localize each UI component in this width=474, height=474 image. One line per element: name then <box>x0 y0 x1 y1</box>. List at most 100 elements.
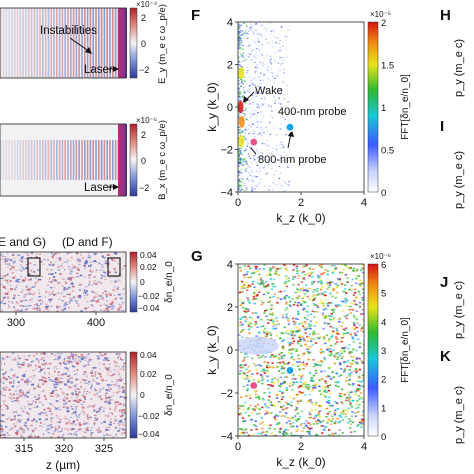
g-spectrum-cell <box>311 275 314 278</box>
bx-frame <box>0 123 127 197</box>
bx-wave-stripe <box>47 140 50 180</box>
colorbar-tick-label: 2 <box>381 375 386 386</box>
g-spectrum-cell <box>344 329 347 331</box>
g-spectrum-cell <box>249 404 252 407</box>
g-spectrum-cell <box>336 305 340 307</box>
g-spectrum-cell <box>353 370 356 372</box>
f-spectrum-cell <box>238 63 240 66</box>
density-zoom-speck <box>60 374 64 376</box>
density-zoom-speck <box>106 391 108 394</box>
g-spectrum-cell <box>272 382 276 384</box>
f-spectrum-cell <box>254 154 256 156</box>
f-spectrum-cell <box>241 34 244 36</box>
density-zoom-speck <box>31 431 34 433</box>
g-spectrum-cell <box>262 378 265 381</box>
density-speck <box>49 281 53 283</box>
g-spectrum-cell <box>273 405 276 407</box>
ey-wave-stripe <box>100 8 103 78</box>
g-spectrum-cell <box>325 391 328 393</box>
density-speck <box>100 309 102 311</box>
density-speck <box>23 280 27 282</box>
g-spectrum-cell <box>330 378 333 380</box>
density-zoom-speck <box>58 426 61 429</box>
g-spectrum-cell <box>348 309 351 311</box>
g-spectrum-cell <box>296 400 300 403</box>
g-spectrum-cell <box>347 391 350 394</box>
g-spectrum-cell <box>296 304 299 307</box>
g-spectrum-cell <box>307 314 310 317</box>
g-spectrum-cell <box>245 318 248 320</box>
ey-wave-stripe <box>67 8 69 78</box>
f-spectrum-cell <box>247 89 250 91</box>
f-spectrum-cell <box>283 98 286 100</box>
g-spectrum-cell <box>245 395 248 397</box>
f-spectrum-cell <box>240 24 242 26</box>
g-spectrum-cell <box>326 349 329 351</box>
f-spectrum-cell <box>240 181 243 183</box>
f-spectrum-cell <box>248 172 251 174</box>
f-spectrum-cell <box>272 30 275 32</box>
density-zoom-speck <box>108 402 111 405</box>
bx-wave-stripe <box>58 140 61 180</box>
g-spectrum-cell <box>335 332 339 335</box>
density-zoom-speck <box>57 352 60 354</box>
density-zoom-speck <box>44 423 46 425</box>
g-spectrum-cell <box>361 418 364 421</box>
g-spectrum-cell <box>321 286 324 288</box>
g-spectrum-cell <box>359 279 362 282</box>
f-spectrum-cell <box>280 147 283 149</box>
density-zoom-speck <box>17 400 20 402</box>
density-zoom-cb-tick: 0 <box>140 390 145 400</box>
density-speck <box>120 304 123 306</box>
g-spectrum-cell <box>265 430 269 433</box>
density-speck <box>82 256 85 259</box>
bx-wave-stripe <box>86 140 89 180</box>
density-speck <box>31 286 35 288</box>
density-zoom-speck <box>2 387 5 390</box>
f-spectrum-cell <box>263 87 265 89</box>
bx-wave-stripe <box>33 140 36 180</box>
density-zoom-speck <box>107 396 110 399</box>
g-spectrum-cell <box>354 334 357 337</box>
f-spectrum-cell <box>284 189 287 191</box>
g-spectrum-cell <box>274 272 278 275</box>
density-speck <box>19 305 23 307</box>
g-spectrum-cell <box>320 299 323 302</box>
density-zoom-speck <box>76 393 79 396</box>
f-spectrum-cell <box>252 82 255 84</box>
g-spectrum-cell <box>270 333 273 336</box>
g-spectrum-cell <box>264 413 267 415</box>
g-spectrum-cell <box>292 363 295 366</box>
f-spectrum-cell <box>240 81 243 83</box>
density-zoom-speck <box>25 379 28 382</box>
density-speck <box>106 254 110 256</box>
f-spectrum-peak <box>238 67 245 79</box>
g-spectrum-cell <box>352 383 355 385</box>
g-spectrum-cell <box>292 334 295 337</box>
x-tick-label: 320 <box>55 443 73 455</box>
f-spectrum-cell <box>238 93 240 95</box>
g-spectrum-cell <box>306 430 310 433</box>
density-zoom-speck <box>17 357 19 359</box>
g-spectrum-cell <box>287 320 290 322</box>
density-zoom-speck <box>69 377 73 379</box>
density-speck <box>2 258 4 261</box>
f-spectrum-cell <box>271 110 273 112</box>
g-spectrum-cell <box>362 401 364 403</box>
g-spectrum-cell <box>356 400 359 402</box>
f-spectrum-cell <box>276 74 278 76</box>
g-spectrum-cell <box>336 381 339 384</box>
g-spectrum-cell <box>260 370 263 372</box>
density-zoom-speck <box>20 407 23 410</box>
density-speck <box>56 305 59 308</box>
density-speck <box>88 274 90 277</box>
f-spectrum-cell <box>238 32 241 34</box>
g-spectrum-cell <box>245 273 248 276</box>
density-speck <box>110 308 112 310</box>
density-speck <box>72 297 75 299</box>
density-zoom-speck <box>44 364 46 366</box>
f-spectrum-cell <box>238 24 241 26</box>
g-spectrum-cell <box>304 323 308 325</box>
f-spectrum-cell <box>238 99 240 102</box>
density-speck <box>11 301 14 304</box>
